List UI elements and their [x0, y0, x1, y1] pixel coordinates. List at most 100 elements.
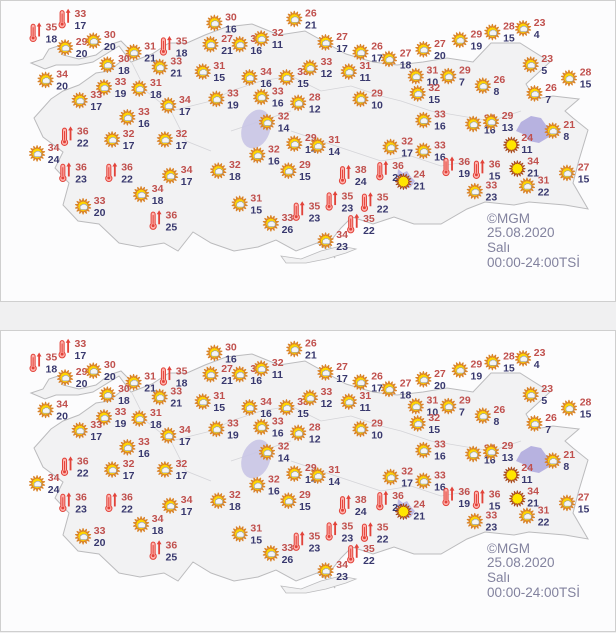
- svg-text:36: 36: [489, 489, 501, 501]
- svg-text:31: 31: [328, 134, 340, 146]
- svg-text:16: 16: [260, 408, 272, 420]
- svg-text:15: 15: [213, 72, 225, 84]
- svg-text:26: 26: [371, 41, 383, 53]
- svg-text:26: 26: [371, 371, 383, 383]
- svg-text:23: 23: [534, 17, 546, 29]
- svg-text:33: 33: [138, 106, 150, 118]
- svg-text:21: 21: [563, 119, 575, 131]
- svg-text:18: 18: [229, 501, 241, 513]
- svg-text:30: 30: [118, 383, 130, 395]
- svg-text:22: 22: [377, 204, 389, 216]
- svg-text:20: 20: [94, 537, 106, 549]
- svg-text:21: 21: [413, 511, 425, 523]
- svg-text:16: 16: [138, 118, 150, 130]
- svg-text:24: 24: [48, 484, 60, 496]
- svg-text:21: 21: [305, 350, 317, 362]
- svg-text:18: 18: [46, 34, 58, 46]
- svg-text:28: 28: [580, 67, 592, 79]
- svg-text:19: 19: [115, 88, 127, 100]
- svg-text:22: 22: [538, 186, 550, 198]
- svg-text:33: 33: [321, 386, 333, 398]
- svg-text:11: 11: [521, 144, 532, 156]
- svg-text:7: 7: [459, 407, 465, 419]
- svg-text:26: 26: [305, 338, 317, 350]
- svg-text:22: 22: [121, 504, 133, 516]
- svg-text:17: 17: [75, 20, 87, 32]
- svg-text:30: 30: [225, 341, 237, 353]
- svg-text:34: 34: [181, 164, 193, 176]
- svg-text:31: 31: [150, 77, 162, 89]
- svg-text:28: 28: [309, 91, 321, 103]
- svg-text:32: 32: [401, 136, 413, 148]
- svg-text:31: 31: [538, 174, 550, 186]
- svg-text:23: 23: [541, 53, 553, 65]
- svg-text:33: 33: [94, 525, 106, 537]
- svg-text:19: 19: [458, 498, 470, 510]
- svg-text:31: 31: [144, 41, 156, 53]
- svg-text:31: 31: [250, 192, 262, 204]
- svg-text:38: 38: [355, 494, 367, 506]
- svg-text:32: 32: [272, 27, 284, 39]
- svg-text:12: 12: [321, 68, 333, 80]
- svg-text:15: 15: [580, 409, 592, 421]
- svg-text:23: 23: [75, 174, 87, 186]
- svg-text:15: 15: [578, 173, 590, 185]
- svg-text:20: 20: [434, 380, 446, 392]
- svg-text:15: 15: [250, 534, 262, 546]
- svg-text:32: 32: [176, 458, 188, 470]
- svg-text:18: 18: [400, 389, 412, 401]
- svg-text:34: 34: [336, 229, 348, 241]
- svg-text:17: 17: [181, 506, 193, 518]
- svg-text:26: 26: [545, 82, 557, 94]
- svg-text:36: 36: [75, 492, 87, 504]
- svg-text:19: 19: [471, 370, 483, 382]
- svg-text:10: 10: [371, 429, 383, 441]
- svg-text:32: 32: [123, 128, 135, 140]
- svg-text:20: 20: [434, 50, 446, 62]
- svg-text:31: 31: [150, 407, 162, 419]
- svg-text:18: 18: [150, 89, 162, 101]
- svg-text:31: 31: [144, 371, 156, 383]
- svg-text:28: 28: [309, 421, 321, 433]
- svg-text:33: 33: [75, 338, 87, 350]
- svg-text:34: 34: [56, 68, 68, 80]
- svg-text:26: 26: [282, 224, 294, 236]
- svg-text:29: 29: [299, 489, 311, 501]
- svg-text:33: 33: [434, 139, 446, 151]
- svg-text:33: 33: [321, 56, 333, 68]
- svg-text:30: 30: [225, 11, 237, 23]
- svg-text:35: 35: [309, 531, 321, 543]
- svg-text:14: 14: [328, 146, 340, 158]
- svg-text:35: 35: [309, 201, 321, 213]
- svg-text:11: 11: [272, 39, 283, 51]
- svg-text:29: 29: [502, 110, 514, 122]
- svg-text:29: 29: [459, 65, 471, 77]
- svg-text:35: 35: [363, 543, 375, 555]
- svg-text:8: 8: [563, 131, 569, 143]
- svg-text:36: 36: [77, 456, 89, 468]
- svg-text:34: 34: [56, 398, 68, 410]
- svg-text:33: 33: [282, 212, 294, 224]
- svg-text:8: 8: [494, 86, 500, 98]
- svg-text:32: 32: [268, 474, 280, 486]
- svg-text:10: 10: [371, 99, 383, 111]
- svg-text:19: 19: [227, 99, 239, 111]
- svg-text:22: 22: [538, 516, 550, 528]
- svg-text:17: 17: [181, 176, 193, 188]
- svg-text:32: 32: [229, 489, 241, 501]
- svg-text:35: 35: [176, 365, 188, 377]
- svg-text:5: 5: [541, 395, 547, 407]
- svg-text:13: 13: [502, 122, 514, 134]
- svg-text:Salı: Salı: [487, 570, 510, 585]
- svg-text:33: 33: [227, 417, 239, 429]
- svg-text:7: 7: [459, 77, 465, 89]
- svg-text:23: 23: [534, 347, 546, 359]
- svg-text:33: 33: [170, 56, 182, 68]
- svg-text:33: 33: [434, 469, 446, 481]
- svg-text:27: 27: [336, 361, 348, 373]
- svg-text:31: 31: [213, 60, 225, 72]
- svg-text:36: 36: [458, 486, 470, 498]
- svg-text:36: 36: [121, 492, 133, 504]
- svg-text:32: 32: [278, 111, 290, 123]
- svg-text:26: 26: [545, 412, 557, 424]
